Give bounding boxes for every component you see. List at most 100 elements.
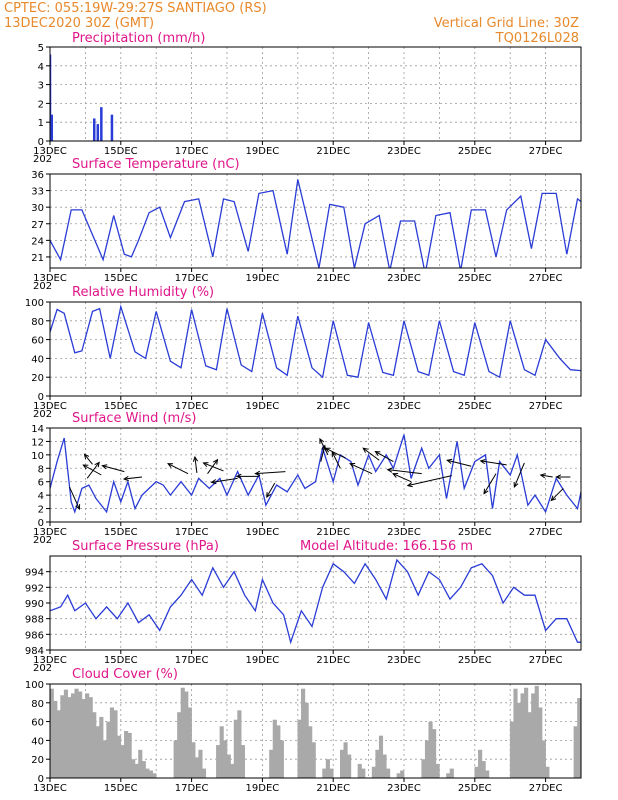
wind-arrow bbox=[362, 447, 380, 461]
cloud-bar bbox=[343, 742, 348, 778]
wind-arrow bbox=[84, 453, 93, 465]
cloud-bar bbox=[226, 754, 231, 778]
cloud-bar bbox=[534, 685, 539, 778]
cloud-bar bbox=[308, 726, 313, 778]
cloud-bar bbox=[219, 726, 224, 778]
humidity-ytick-label: 40 bbox=[31, 354, 44, 365]
precipitation-xtick-label: 23DEC bbox=[387, 146, 421, 157]
cloud-bar bbox=[329, 768, 334, 778]
pressure-year-stub: 202 bbox=[33, 663, 52, 674]
wind-arrow-head bbox=[362, 447, 369, 453]
precipitation-bar bbox=[50, 54, 52, 141]
cloud-bar bbox=[67, 697, 72, 778]
pressure-ytick-label: 994 bbox=[25, 568, 44, 579]
wind-arrow-head bbox=[75, 504, 81, 511]
cloud-bar bbox=[573, 726, 578, 778]
precipitation-bar bbox=[50, 114, 54, 141]
wind-arrow bbox=[83, 464, 102, 476]
precipitation-bar bbox=[100, 107, 103, 141]
wind-arrow bbox=[102, 465, 125, 473]
wind-year-stub: 202 bbox=[33, 535, 52, 546]
wind-arrow-head bbox=[392, 473, 399, 478]
cloud-bar bbox=[432, 729, 437, 778]
cloud-bar bbox=[138, 749, 143, 778]
wind-arrow-head bbox=[192, 455, 199, 462]
wind-arrow-head bbox=[446, 458, 453, 464]
wind-arrow bbox=[211, 477, 238, 483]
cloud-bar bbox=[545, 766, 550, 778]
precipitation-title: Precipitation (mm/h) bbox=[72, 31, 205, 46]
precipitation-year-stub: 202 bbox=[33, 154, 52, 165]
wind-arrow bbox=[550, 488, 564, 501]
cloud-bar bbox=[124, 731, 129, 778]
wind-arrow-head bbox=[266, 492, 272, 499]
cloud-xtick-label: 13DEC bbox=[33, 783, 67, 794]
temperature-xtick-label: 13DEC bbox=[33, 273, 67, 284]
cloud-bar bbox=[223, 740, 228, 778]
wind-xtick-label: 27DEC bbox=[529, 527, 563, 538]
cloud-ytick-label: 40 bbox=[31, 736, 44, 747]
cloud-bar bbox=[141, 761, 146, 778]
cloud-bar bbox=[152, 773, 157, 778]
cloud-bar bbox=[361, 768, 366, 778]
cloud-bar bbox=[339, 749, 345, 778]
cloud-bar bbox=[127, 732, 132, 778]
precipitation-bar bbox=[96, 124, 100, 141]
cloud-bar bbox=[421, 759, 426, 778]
cloud-bar bbox=[311, 742, 316, 778]
humidity-xtick-label: 19DEC bbox=[246, 401, 280, 412]
cloud-xtick-label: 17DEC bbox=[175, 783, 209, 794]
wind-arrow bbox=[349, 463, 373, 475]
precipitation-xtick-label: 17DEC bbox=[175, 146, 209, 157]
wind-ytick-label: 12 bbox=[31, 437, 44, 448]
wind-xtick-label: 19DEC bbox=[246, 527, 280, 538]
precipitation-xtick-label: 27DEC bbox=[529, 146, 563, 157]
cloud-bar bbox=[269, 749, 274, 778]
temperature-panel: Surface Temperature (nC) 21 24 27 30 33 36 13D… bbox=[31, 157, 582, 292]
humidity-ytick-label: 60 bbox=[31, 336, 44, 347]
precipitation-frame bbox=[49, 46, 582, 142]
wind-panel: Surface Wind (m/s) 0 2 4 6 8 10 12 14 13DEC 15DEC… bbox=[31, 411, 582, 546]
temperature-title: Surface Temperature (nC) bbox=[72, 157, 240, 172]
cloud-bar bbox=[325, 759, 330, 778]
wind-arrow bbox=[483, 473, 497, 494]
wind-arrow bbox=[325, 447, 346, 459]
precipitation-bar bbox=[93, 118, 96, 141]
cloud-frame bbox=[49, 683, 582, 779]
wind-arrow-head bbox=[254, 470, 261, 476]
wind-arrow bbox=[266, 482, 276, 498]
precipitation-ytick-label: 0 bbox=[38, 137, 44, 148]
cloud-bar bbox=[177, 712, 182, 778]
wind-arrow bbox=[392, 473, 412, 483]
cloud-ytick-label: 80 bbox=[31, 699, 44, 710]
wind-ytick-label: 6 bbox=[38, 478, 44, 489]
cloud-bar bbox=[272, 719, 277, 778]
cloud-bar bbox=[276, 725, 281, 778]
cloud-bar bbox=[371, 766, 376, 778]
precipitation-xtick-label: 19DEC bbox=[246, 146, 280, 157]
wind-arrow bbox=[319, 438, 329, 456]
precipitation-ytick-label: 3 bbox=[38, 81, 44, 92]
temperature-year-stub: 202 bbox=[33, 281, 52, 292]
wind-arrow-head bbox=[235, 473, 242, 479]
temperature-series-line bbox=[50, 179, 581, 268]
temperature-xtick-label: 15DEC bbox=[104, 273, 138, 284]
wind-arrow-head bbox=[319, 437, 325, 444]
wind-xtick-label: 15DEC bbox=[104, 527, 138, 538]
precipitation-bar bbox=[110, 114, 114, 141]
model-altitude: Model Altitude: 166.156 m bbox=[300, 539, 473, 554]
humidity-ytick-label: 100 bbox=[25, 298, 44, 309]
humidity-data bbox=[50, 304, 581, 379]
wind-arrow bbox=[513, 462, 525, 488]
cloud-bar bbox=[194, 757, 199, 778]
cloud-bar bbox=[106, 721, 111, 778]
temperature-frame bbox=[49, 173, 582, 269]
pressure-xtick-label: 23DEC bbox=[387, 655, 421, 666]
temperature-ytick-label: 33 bbox=[31, 187, 44, 198]
humidity-xtick-label: 17DEC bbox=[175, 401, 209, 412]
cloud-bar bbox=[531, 693, 536, 778]
humidity-xtick-label: 27DEC bbox=[529, 401, 563, 412]
wind-arrow-head bbox=[82, 464, 89, 470]
wind-arrow-head bbox=[513, 481, 519, 488]
precipitation-ytick-label: 2 bbox=[38, 99, 44, 110]
